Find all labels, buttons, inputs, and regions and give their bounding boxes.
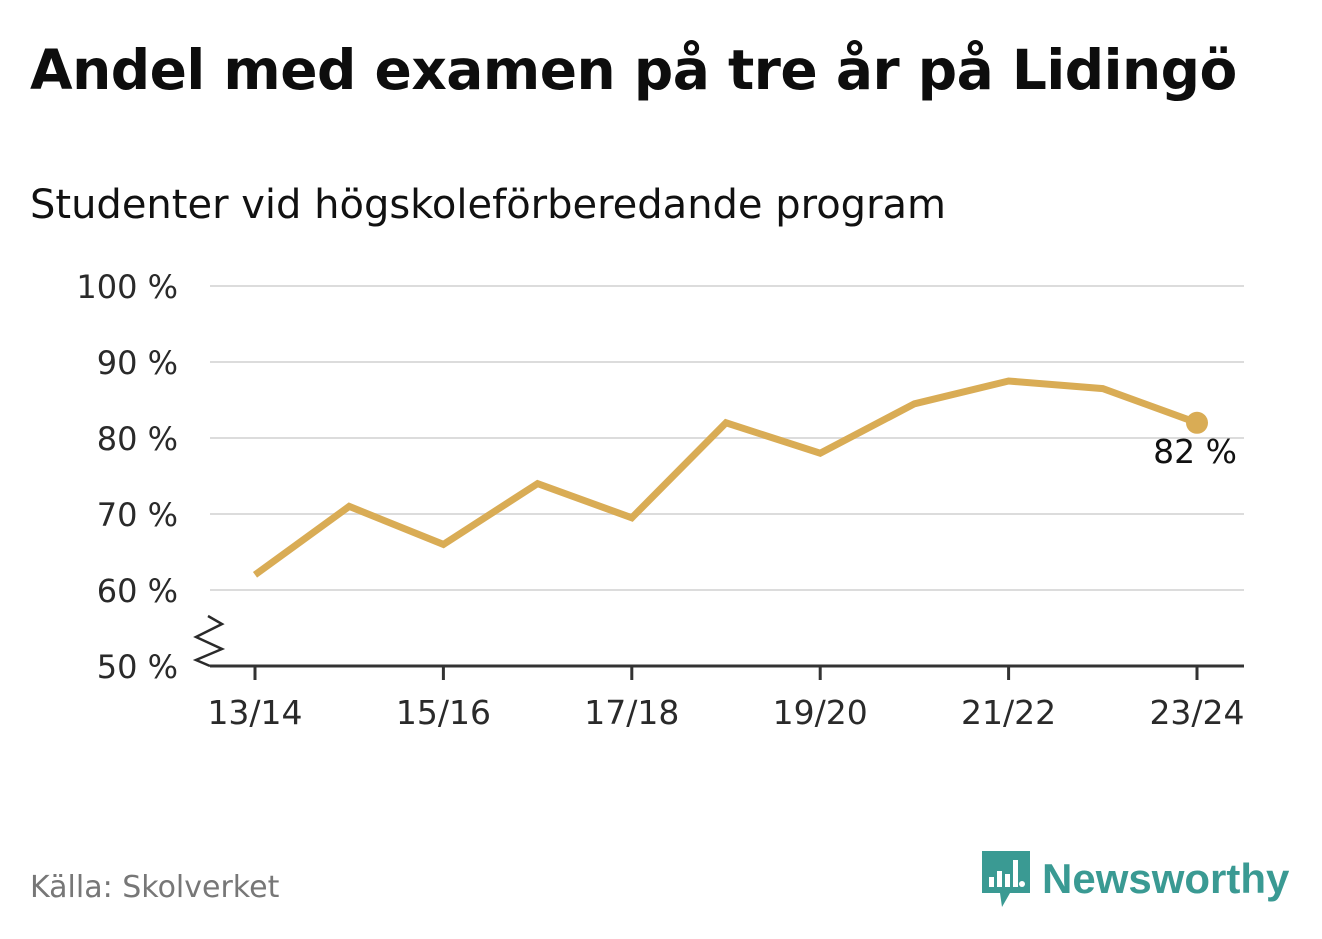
chart-title: Andel med examen på tre år på Lidingö <box>30 38 1237 102</box>
series-line <box>252 377 1199 578</box>
x-tick-label: 19/20 <box>773 693 868 732</box>
y-tick-label: 60 % <box>97 572 178 610</box>
x-tick-label: 21/22 <box>961 693 1056 732</box>
x-tick-label: 23/24 <box>1149 693 1244 732</box>
source-note: Källa: Skolverket <box>30 870 280 905</box>
data-point <box>534 480 541 487</box>
chart-subtitle: Studenter vid högskoleförberedande progr… <box>30 182 946 228</box>
line-chart: 50 % 60 % 70 % 80 % 90 % 100 % 13/14 15/16 17/1… <box>76 268 1245 732</box>
x-tick-label: 15/16 <box>396 693 491 732</box>
y-tick-label: 90 % <box>97 344 178 382</box>
data-point <box>440 541 447 548</box>
newsworthy-logo: Newsworthy <box>980 848 1289 910</box>
series-layer: 82 % <box>252 377 1237 578</box>
end-value-label: 82 % <box>1153 432 1237 471</box>
y-tick-label: 50 % <box>97 648 178 686</box>
data-point <box>252 571 259 578</box>
data-point <box>628 514 635 521</box>
data-point <box>911 400 918 407</box>
data-point <box>723 419 730 426</box>
y-tick-label: 100 % <box>76 268 178 306</box>
data-point <box>817 450 824 457</box>
data-point <box>1099 385 1106 392</box>
y-tick-label: 80 % <box>97 420 178 458</box>
y-tick-label: 70 % <box>97 496 178 534</box>
axis-break-icon <box>192 614 226 668</box>
data-point <box>346 503 353 510</box>
x-tick-label: 17/18 <box>584 693 679 732</box>
end-point <box>1186 411 1208 434</box>
data-point <box>1005 378 1012 385</box>
newsworthy-bar-chart-bubble-icon <box>982 851 1030 907</box>
newsworthy-wordmark: Newsworthy <box>1042 855 1290 902</box>
x-tick-label: 13/14 <box>207 693 302 732</box>
y-axis-tick-labels: 50 % 60 % 70 % 80 % 90 % 100 % <box>76 268 226 686</box>
x-axis: 13/14 15/16 17/18 19/20 21/22 23/24 <box>207 664 1245 732</box>
grid-lines <box>210 285 1244 591</box>
